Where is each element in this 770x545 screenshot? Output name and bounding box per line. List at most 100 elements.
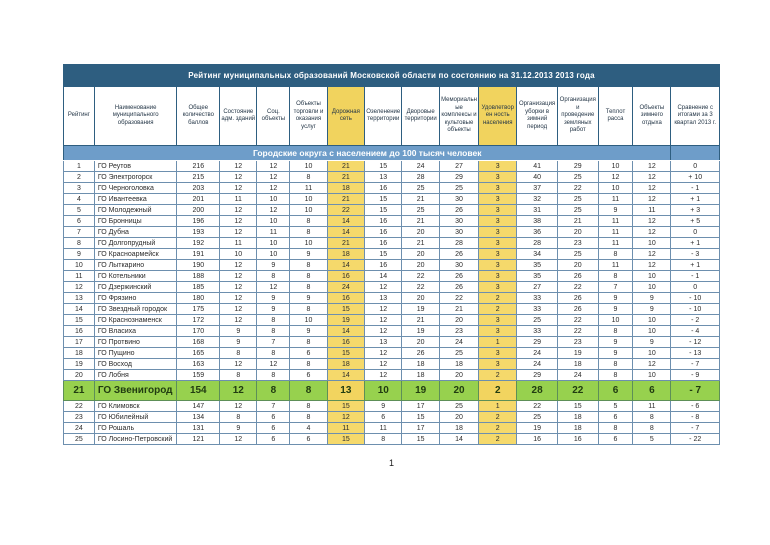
score-cell: 7 — [597, 281, 634, 293]
score-cell: 10 — [256, 237, 291, 249]
score-cell: 26 — [438, 248, 480, 260]
score-cell: 8 — [256, 369, 291, 381]
score-cell: 2 — [478, 422, 518, 434]
score-cell: 8 — [597, 248, 634, 260]
score-cell: 8 — [289, 226, 328, 238]
score-cell: 200 — [176, 204, 221, 216]
score-cell: 12 — [219, 215, 258, 227]
score-cell: 12 — [219, 303, 258, 315]
score-cell: 3 — [478, 237, 518, 249]
score-cell: 21 — [401, 237, 440, 249]
score-cell: 12 — [219, 204, 258, 216]
score-cell: 190 — [176, 259, 221, 271]
score-cell: 1 — [478, 400, 518, 412]
score-cell: 15 — [326, 433, 366, 445]
score-cell: 20 — [438, 369, 480, 381]
score-cell: 2 — [478, 380, 518, 401]
score-cell: 8 — [597, 369, 634, 381]
score-cell: 19 — [401, 325, 440, 337]
score-cell: 16 — [364, 182, 403, 194]
score-cell: 3 — [478, 171, 518, 183]
score-cell: 20 — [401, 292, 440, 304]
score-cell: 12 — [219, 171, 258, 183]
score-cell: 9 — [597, 303, 634, 315]
score-cell: 5 — [597, 400, 634, 412]
score-cell: 22 — [401, 270, 440, 282]
score-cell: 11 — [326, 422, 366, 434]
score-cell: 20 — [556, 259, 599, 271]
score-cell: 12 — [364, 314, 403, 326]
table-row: 6 ГО Бронницы 196 12 10 8 14 16 21 30 3 38 21 11 12 + 5 — [63, 215, 720, 227]
score-cell: 12 — [219, 259, 258, 271]
score-cell: 12 — [256, 204, 291, 216]
score-cell: 10 — [597, 182, 634, 194]
score-cell: 9 — [597, 292, 634, 304]
score-cell: - 13 — [670, 347, 720, 359]
score-cell: 165 — [176, 347, 221, 359]
score-cell: 6 — [289, 433, 328, 445]
score-cell: + 1 — [670, 237, 720, 249]
score-cell: 196 — [176, 215, 221, 227]
score-cell: 18 — [438, 358, 480, 370]
score-cell: 12 — [632, 193, 672, 205]
score-cell: 10 — [256, 248, 291, 260]
title-bar: Рейтинг муниципальных образований Москов… — [63, 64, 720, 87]
score-cell: 3 — [478, 248, 518, 260]
municipality-cell: ГО Лобня — [93, 369, 178, 381]
score-cell: 12 — [219, 270, 258, 282]
section-header-spacer — [670, 145, 720, 161]
score-cell: 24 — [556, 369, 599, 381]
score-cell: 193 — [176, 226, 221, 238]
column-header-winter-cleaning: Организация уборки в зимний период — [516, 86, 558, 146]
score-cell: 9 — [256, 292, 291, 304]
score-cell: 10 — [632, 347, 672, 359]
municipality-cell: ГО Протвино — [93, 336, 178, 348]
score-cell: 11 — [597, 237, 634, 249]
score-cell: 3 — [478, 193, 518, 205]
rank-cell: 20 — [63, 369, 95, 381]
score-cell: 10 — [597, 314, 634, 326]
municipality-cell: ГО Долгопрудный — [93, 237, 178, 249]
municipality-cell: ГО Лыткарино — [93, 259, 178, 271]
column-header-row: Рейтинг Наименование муниципального обра… — [63, 86, 720, 146]
score-cell: 24 — [516, 347, 558, 359]
score-cell: 34 — [516, 248, 558, 260]
score-cell: 17 — [401, 422, 440, 434]
score-cell: 38 — [516, 215, 558, 227]
score-cell: 8 — [364, 433, 403, 445]
score-cell: 12 — [256, 160, 291, 172]
score-cell: 15 — [364, 160, 403, 172]
score-cell: 28 — [401, 171, 440, 183]
rank-cell: 7 — [63, 226, 95, 238]
rank-cell: 11 — [63, 270, 95, 282]
score-cell: 16 — [326, 336, 366, 348]
score-cell: 3 — [478, 325, 518, 337]
rank-cell: 25 — [63, 433, 95, 445]
score-cell: 10 — [256, 193, 291, 205]
score-cell: 19 — [401, 303, 440, 315]
score-cell: 22 — [401, 281, 440, 293]
rank-cell: 24 — [63, 422, 95, 434]
score-cell: 121 — [176, 433, 221, 445]
score-cell: 25 — [438, 347, 480, 359]
score-cell: 12 — [326, 411, 366, 423]
score-cell: 0 — [670, 160, 720, 172]
column-header-heating-main: Теплот расса — [597, 86, 634, 146]
score-cell: 185 — [176, 281, 221, 293]
score-cell: 33 — [516, 292, 558, 304]
score-cell: 10 — [632, 369, 672, 381]
score-cell: - 7 — [670, 358, 720, 370]
score-cell: 12 — [219, 182, 258, 194]
score-cell: 21 — [326, 237, 366, 249]
score-cell: 17 — [401, 400, 440, 412]
table-row: 12 ГО Дзержинский 185 12 12 8 24 12 22 26 3 27 22 7 10… — [63, 281, 720, 293]
score-cell: 18 — [556, 358, 599, 370]
score-cell: 20 — [401, 248, 440, 260]
table-row: 10 ГО Лыткарино 190 12 9 8 14 16 20 30 3 35 20 11 12 + … — [63, 259, 720, 271]
municipality-cell: ГО Дубна — [93, 226, 178, 238]
score-cell: 35 — [516, 259, 558, 271]
score-cell: 191 — [176, 248, 221, 260]
rank-cell: 15 — [63, 314, 95, 326]
score-cell: 19 — [556, 347, 599, 359]
table-row: 24 ГО Рошаль 131 9 6 4 11 11 17 18 2 19 18 8 8- 7 — [63, 422, 720, 434]
